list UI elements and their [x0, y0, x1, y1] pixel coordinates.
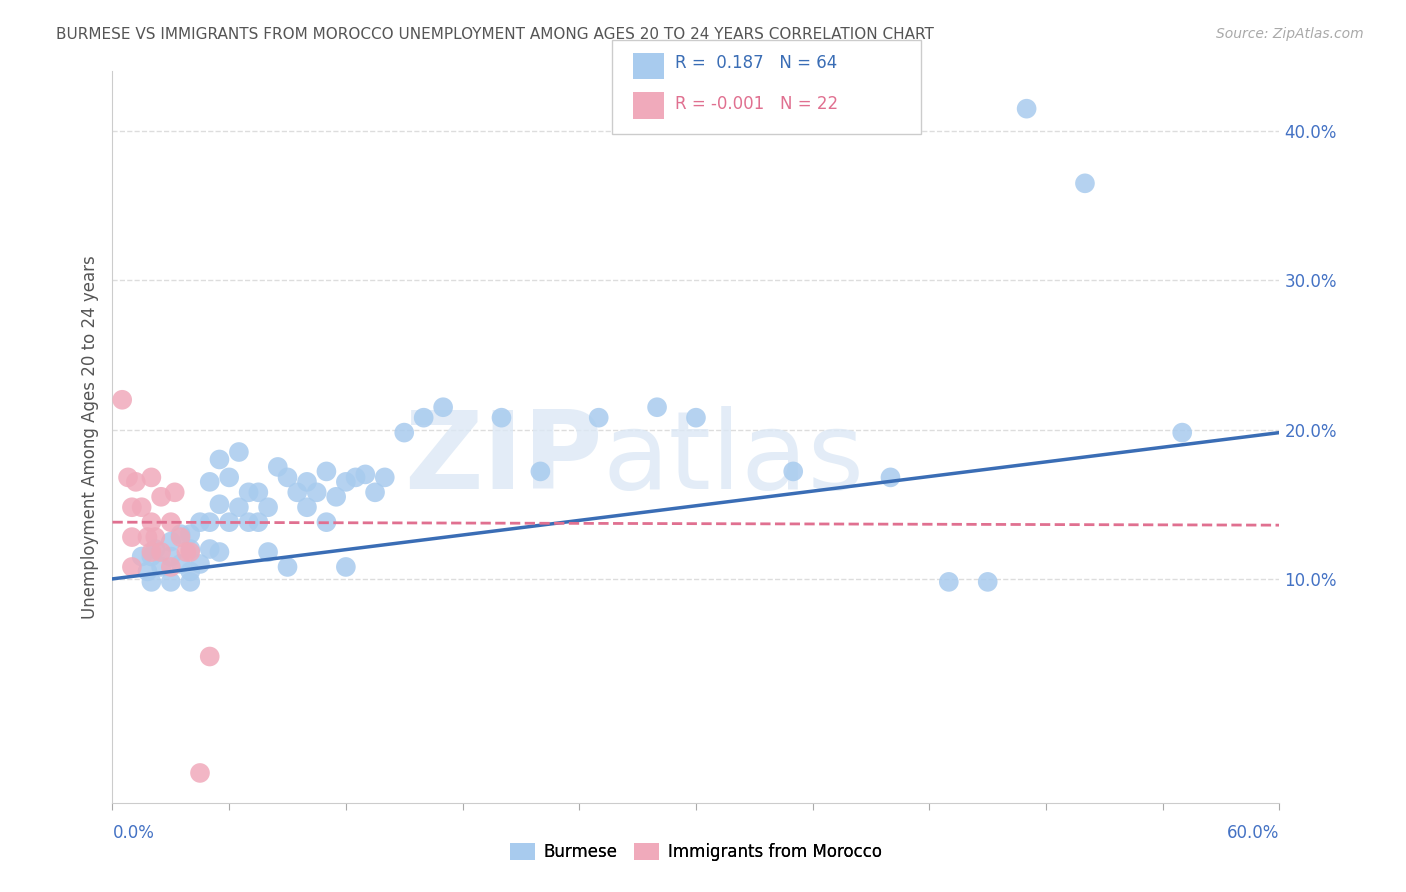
- Point: [188, 515, 211, 529]
- Point: [208, 452, 231, 467]
- Point: [141, 515, 163, 529]
- Point: [412, 410, 434, 425]
- Text: atlas: atlas: [603, 406, 865, 512]
- Point: [685, 410, 707, 425]
- Point: [208, 545, 231, 559]
- Point: [432, 401, 454, 415]
- Point: [344, 470, 367, 484]
- Point: [295, 475, 318, 489]
- Point: [529, 464, 551, 478]
- Point: [1015, 102, 1038, 116]
- Point: [394, 425, 416, 440]
- Point: [976, 574, 998, 589]
- Point: [218, 470, 240, 484]
- Point: [208, 497, 231, 511]
- Point: [169, 530, 191, 544]
- Point: [179, 545, 201, 559]
- Point: [125, 475, 148, 489]
- Point: [111, 392, 134, 407]
- Point: [276, 560, 298, 574]
- Point: [131, 549, 153, 564]
- Text: 60.0%: 60.0%: [1227, 823, 1279, 841]
- Point: [228, 500, 250, 515]
- Legend: Burmese, Immigrants from Morocco: Burmese, Immigrants from Morocco: [503, 836, 889, 868]
- Point: [143, 530, 166, 544]
- Point: [160, 560, 183, 574]
- Point: [160, 549, 183, 564]
- Point: [198, 475, 221, 489]
- Point: [276, 470, 298, 484]
- Point: [198, 542, 221, 557]
- Point: [141, 545, 163, 559]
- Point: [588, 410, 610, 425]
- Point: [238, 515, 260, 529]
- Point: [1074, 177, 1097, 191]
- Point: [163, 485, 186, 500]
- Point: [257, 545, 280, 559]
- Point: [198, 515, 221, 529]
- Point: [169, 557, 191, 571]
- Point: [117, 470, 139, 484]
- Text: R =  0.187   N = 64: R = 0.187 N = 64: [675, 54, 837, 72]
- Point: [150, 490, 173, 504]
- Text: R = -0.001   N = 22: R = -0.001 N = 22: [675, 95, 838, 113]
- Point: [491, 410, 513, 425]
- Point: [879, 470, 901, 484]
- Point: [160, 515, 183, 529]
- Point: [782, 464, 804, 478]
- Point: [198, 649, 221, 664]
- Text: BURMESE VS IMMIGRANTS FROM MOROCCO UNEMPLOYMENT AMONG AGES 20 TO 24 YEARS CORREL: BURMESE VS IMMIGRANTS FROM MOROCCO UNEMP…: [56, 27, 934, 42]
- Point: [257, 500, 280, 515]
- Point: [238, 485, 260, 500]
- Point: [374, 470, 396, 484]
- Point: [121, 530, 143, 544]
- Point: [354, 467, 377, 482]
- Point: [141, 574, 163, 589]
- Point: [179, 574, 201, 589]
- Point: [315, 464, 337, 478]
- Point: [136, 565, 159, 579]
- Point: [150, 560, 173, 574]
- Point: [141, 470, 163, 484]
- Point: [335, 475, 357, 489]
- Point: [364, 485, 387, 500]
- Text: ZIP: ZIP: [404, 406, 603, 512]
- Text: Source: ZipAtlas.com: Source: ZipAtlas.com: [1216, 27, 1364, 41]
- Point: [247, 515, 270, 529]
- Point: [169, 527, 191, 541]
- Point: [141, 549, 163, 564]
- Text: 0.0%: 0.0%: [112, 823, 155, 841]
- Point: [285, 485, 308, 500]
- Point: [188, 766, 211, 780]
- Point: [645, 401, 668, 415]
- Point: [305, 485, 328, 500]
- Point: [179, 542, 201, 557]
- Point: [179, 527, 201, 541]
- Point: [150, 545, 173, 559]
- Point: [143, 542, 166, 557]
- Point: [218, 515, 240, 529]
- Point: [267, 459, 290, 474]
- Point: [188, 557, 211, 571]
- Point: [315, 515, 337, 529]
- Point: [228, 445, 250, 459]
- Point: [136, 530, 159, 544]
- Point: [176, 545, 198, 559]
- Point: [335, 560, 357, 574]
- Point: [179, 565, 201, 579]
- Point: [121, 500, 143, 515]
- Point: [295, 500, 318, 515]
- Y-axis label: Unemployment Among Ages 20 to 24 years: Unemployment Among Ages 20 to 24 years: [80, 255, 98, 619]
- Point: [160, 534, 183, 549]
- Point: [160, 574, 183, 589]
- Point: [121, 560, 143, 574]
- Point: [131, 500, 153, 515]
- Point: [938, 574, 960, 589]
- Point: [1171, 425, 1194, 440]
- Point: [247, 485, 270, 500]
- Point: [325, 490, 347, 504]
